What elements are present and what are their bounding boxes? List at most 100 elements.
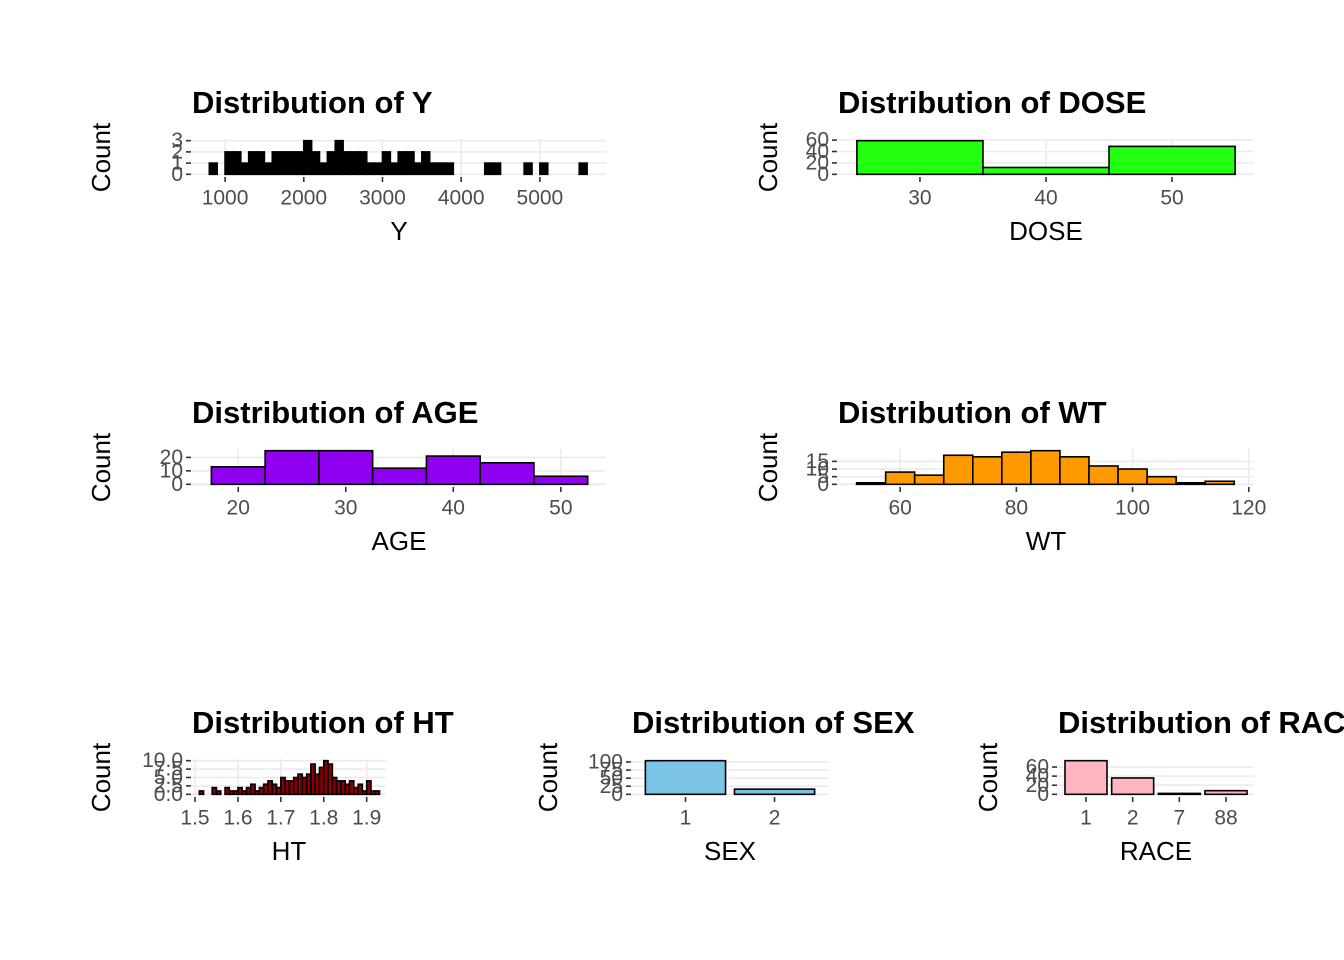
histogram-bar bbox=[318, 162, 329, 176]
x-tick-label: 1.7 bbox=[266, 807, 295, 830]
histogram-bar bbox=[405, 151, 415, 176]
y-tick-label: 10.0 bbox=[142, 749, 183, 772]
y-tick-label: 100 bbox=[588, 751, 623, 774]
y-axis-title: Count bbox=[86, 432, 116, 502]
y-tick-label: 25 bbox=[600, 775, 623, 798]
histogram-bar bbox=[1204, 480, 1236, 486]
histogram-bar bbox=[425, 455, 481, 486]
histogram-bar bbox=[421, 151, 431, 176]
histogram-bar bbox=[428, 162, 439, 176]
y-tick-label: 15 bbox=[806, 450, 829, 473]
histogram-bar bbox=[523, 162, 533, 176]
y-tick-label: 3 bbox=[171, 129, 183, 152]
histogram-bar bbox=[210, 466, 266, 486]
y-tick-label: 5.0 bbox=[154, 766, 183, 789]
histogram-bar bbox=[1088, 465, 1119, 486]
chart-title: Distribution of WT bbox=[838, 395, 1107, 430]
histogram-bar bbox=[232, 151, 242, 176]
y-tick-label: 20 bbox=[1026, 774, 1049, 797]
histogram-bar bbox=[255, 151, 266, 176]
histogram-bar bbox=[856, 139, 984, 176]
x-tick-label: 7 bbox=[1173, 807, 1185, 830]
histogram-bar bbox=[264, 449, 320, 486]
x-tick-label: 1.8 bbox=[309, 807, 338, 830]
histogram-bar bbox=[326, 151, 337, 176]
y-tick-label: 10 bbox=[160, 459, 183, 482]
chart-title: Distribution of DOSE bbox=[838, 85, 1146, 120]
histogram-bar bbox=[365, 162, 376, 176]
histogram-bar bbox=[350, 151, 360, 176]
histogram-bar bbox=[1030, 449, 1061, 486]
y-tick-label: 0 bbox=[611, 783, 623, 806]
x-axis-title: HT bbox=[272, 836, 307, 866]
x-tick-label: 20 bbox=[227, 497, 250, 520]
y-axis-title: Count bbox=[973, 742, 1003, 812]
y-tick-label: 20 bbox=[160, 446, 183, 469]
histogram-bar bbox=[444, 162, 455, 176]
x-tick-label: 4000 bbox=[438, 187, 485, 210]
histogram-bar bbox=[1059, 455, 1090, 486]
bar bbox=[1064, 759, 1108, 796]
y-axis-title: Count bbox=[86, 742, 116, 812]
x-tick-label: 1.9 bbox=[352, 807, 381, 830]
bar bbox=[1157, 792, 1202, 796]
histogram-bar bbox=[982, 166, 1110, 176]
x-tick-label: 2 bbox=[1127, 807, 1139, 830]
y-tick-label: 5 bbox=[817, 465, 829, 488]
histogram-bar bbox=[373, 162, 384, 176]
x-tick-label: 120 bbox=[1231, 497, 1266, 520]
y-tick-label: 1 bbox=[171, 152, 183, 175]
histogram-bar bbox=[357, 783, 364, 796]
histogram-bar bbox=[215, 790, 222, 796]
y-axis-title: Count bbox=[533, 742, 563, 812]
histogram-bar bbox=[1117, 468, 1148, 486]
histogram-bar bbox=[913, 474, 945, 486]
y-tick-label: 0 bbox=[1037, 783, 1049, 806]
histogram-bar bbox=[855, 481, 887, 486]
y-tick-label: 60 bbox=[806, 129, 829, 152]
histogram-bar bbox=[374, 790, 381, 796]
y-tick-label: 0 bbox=[171, 473, 183, 496]
x-tick-label: 40 bbox=[1034, 187, 1057, 210]
histogram-bar bbox=[413, 162, 423, 176]
histogram-bar bbox=[250, 783, 256, 796]
histogram-bar bbox=[295, 151, 305, 176]
histogram-bar bbox=[491, 162, 502, 176]
x-axis-title: Y bbox=[390, 216, 407, 246]
histogram-bar bbox=[884, 471, 916, 486]
x-axis-title: SEX bbox=[704, 836, 756, 866]
chart-title: Distribution of HT bbox=[192, 705, 454, 740]
histogram-bar bbox=[198, 790, 205, 796]
histogram-bar bbox=[381, 151, 392, 176]
histogram-bar bbox=[1108, 145, 1236, 176]
histogram-bar bbox=[942, 454, 974, 486]
x-tick-label: 100 bbox=[1115, 497, 1150, 520]
x-tick-label: 2 bbox=[769, 807, 781, 830]
x-tick-label: 88 bbox=[1214, 807, 1237, 830]
histogram-bar bbox=[208, 162, 218, 176]
histogram-bar bbox=[436, 162, 447, 176]
y-axis-title: Count bbox=[753, 432, 783, 502]
bar bbox=[1110, 777, 1155, 796]
bar bbox=[644, 759, 727, 796]
x-tick-label: 50 bbox=[1160, 187, 1183, 210]
histogram-bar bbox=[247, 151, 258, 176]
x-tick-label: 1 bbox=[680, 807, 692, 830]
x-tick-label: 2000 bbox=[280, 187, 327, 210]
x-axis-title: DOSE bbox=[1009, 216, 1083, 246]
chart-title: Distribution of AGE bbox=[192, 395, 478, 430]
y-tick-label: 0 bbox=[817, 473, 829, 496]
histogram-bar bbox=[365, 780, 372, 796]
y-tick-label: 2 bbox=[171, 140, 183, 163]
y-tick-label: 7.5 bbox=[154, 758, 183, 781]
x-tick-label: 80 bbox=[1005, 497, 1028, 520]
histogram-bar bbox=[279, 151, 289, 176]
histogram-bar bbox=[318, 449, 374, 486]
histogram-bar bbox=[287, 151, 297, 176]
x-tick-label: 30 bbox=[908, 187, 931, 210]
y-tick-label: 60 bbox=[1026, 756, 1049, 779]
histogram-bar bbox=[334, 139, 344, 176]
histogram-bar bbox=[342, 151, 352, 176]
x-tick-label: 60 bbox=[888, 497, 911, 520]
